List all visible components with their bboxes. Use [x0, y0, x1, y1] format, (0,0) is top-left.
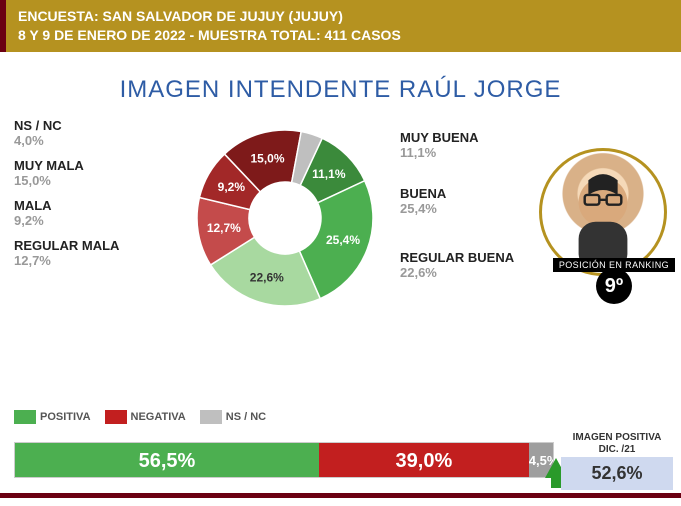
legend-item: NS / NC — [200, 410, 266, 424]
legend-swatch — [105, 410, 127, 424]
header: ENCUESTA: SAN SALVADOR DE JUJUY (JUJUY) … — [0, 0, 681, 56]
trend-value: 52,6% — [561, 457, 673, 490]
header-line1: ENCUESTA: SAN SALVADOR DE JUJUY (JUJUY) — [18, 7, 669, 26]
legend-item: POSITIVA — [14, 410, 91, 424]
legend-swatch — [14, 410, 36, 424]
footer-accent — [0, 493, 681, 498]
slice-value: 9,2% — [218, 180, 246, 194]
ranking-value: 9º — [596, 268, 632, 304]
slice-value: 11,1% — [312, 167, 346, 181]
slice-value: 25,4% — [326, 233, 360, 247]
left-labels: NS / NC 4,0% MUY MALA 15,0% MALA 9,2% RE… — [14, 118, 184, 278]
chart-area: NS / NC 4,0% MUY MALA 15,0% MALA 9,2% RE… — [0, 118, 681, 378]
page-title: IMAGEN INTENDENTE RAÚL JORGE — [0, 76, 681, 104]
legend-label: NS / NC — [226, 411, 266, 423]
donut-chart: 11,1% 25,4% 22,6% 12,7% 9,2% 15,0% — [185, 118, 385, 318]
avatar — [539, 148, 667, 276]
legend-swatch — [200, 410, 222, 424]
slice-value: 12,7% — [207, 221, 241, 235]
summary-segment: 56,5% — [15, 443, 319, 477]
label-buena: BUENA 25,4% — [400, 186, 540, 216]
right-labels: MUY BUENA 11,1% BUENA 25,4% REGULAR BUEN… — [400, 130, 540, 290]
trend-title: IMAGEN POSITIVA DIC. /21 — [561, 428, 673, 457]
label-mala: MALA 9,2% — [14, 198, 184, 228]
header-line2: 8 Y 9 DE ENERO DE 2022 - MUESTRA TOTAL: … — [18, 26, 669, 45]
header-bar: ENCUESTA: SAN SALVADOR DE JUJUY (JUJUY) … — [0, 0, 681, 52]
ranking-badge: POSICIÓN EN RANKING 9º — [553, 258, 675, 304]
slice-value: 22,6% — [250, 270, 284, 284]
label-muymala: MUY MALA 15,0% — [14, 158, 184, 188]
label-muybuena: MUY BUENA 11,1% — [400, 130, 540, 160]
label-regbuena: REGULAR BUENA 22,6% — [400, 250, 540, 280]
label-nsnc: NS / NC 4,0% — [14, 118, 184, 148]
legend-label: NEGATIVA — [131, 411, 186, 423]
legend-item: NEGATIVA — [105, 410, 186, 424]
summary-segment: 39,0% — [319, 443, 529, 477]
legend-label: POSITIVA — [40, 411, 91, 423]
summary-bar: 56,5%39,0%4,5% — [14, 442, 554, 478]
trend-box: IMAGEN POSITIVA DIC. /21 52,6% — [561, 428, 673, 490]
slice-value: 15,0% — [250, 152, 284, 166]
legend: POSITIVA NEGATIVA NS / NC — [14, 410, 280, 424]
label-regmala: REGULAR MALA 12,7% — [14, 238, 184, 268]
